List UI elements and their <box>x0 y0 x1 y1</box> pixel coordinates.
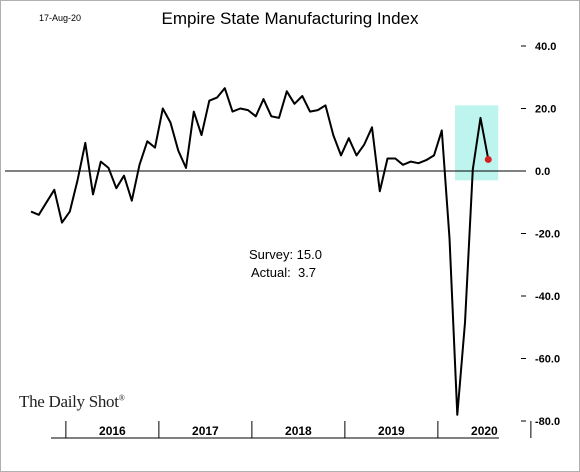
y-tick-label: -80.0 <box>535 416 560 428</box>
date-label: 17-Aug-20 <box>39 13 82 23</box>
logo-mark: ® <box>118 393 125 403</box>
daily-shot-logo: The Daily Shot® <box>19 392 125 412</box>
index-line <box>30 87 490 416</box>
survey-annotation: Survey: 15.0 <box>249 247 322 262</box>
year-label-2017: 2017 <box>192 424 219 438</box>
y-tick-label: -60.0 <box>535 354 560 366</box>
logo-text: The Daily Shot <box>19 392 119 411</box>
year-label-2018: 2018 <box>285 424 312 438</box>
year-label-2020: 2020 <box>471 424 498 438</box>
year-label-2016: 2016 <box>99 424 126 438</box>
y-tick-label: -20.0 <box>535 229 560 241</box>
chart-title: Empire State Manufacturing Index <box>161 9 419 28</box>
latest-value-dot <box>484 155 492 163</box>
y-tick-label: 40.0 <box>535 41 556 53</box>
actual-annotation: Actual: 3.7 <box>251 265 316 280</box>
y-tick-label: -40.0 <box>535 291 560 303</box>
year-label-2019: 2019 <box>378 424 405 438</box>
y-tick-label: 0.0 <box>535 166 550 178</box>
y-tick-label: 20.0 <box>535 104 556 116</box>
